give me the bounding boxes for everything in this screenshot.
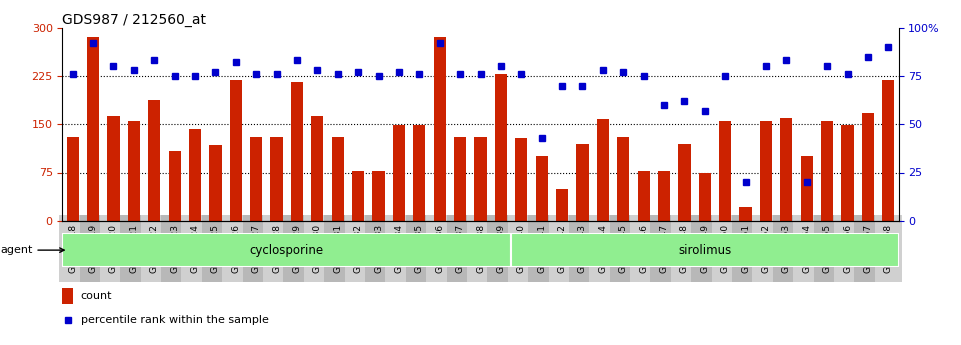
Text: count: count bbox=[81, 292, 112, 302]
Bar bbox=[842, 126, 853, 221]
Bar bbox=[597, 119, 609, 221]
Bar bbox=[454, 137, 466, 221]
Bar bbox=[760, 121, 772, 221]
Bar bbox=[311, 116, 324, 221]
Bar bbox=[821, 121, 833, 221]
Bar bbox=[719, 121, 731, 221]
Bar bbox=[332, 137, 344, 221]
Bar bbox=[433, 37, 446, 221]
Bar bbox=[352, 170, 364, 221]
Bar bbox=[270, 137, 283, 221]
Bar bbox=[148, 100, 160, 221]
FancyBboxPatch shape bbox=[511, 233, 899, 267]
Text: agent: agent bbox=[0, 245, 64, 255]
Bar bbox=[637, 170, 650, 221]
Bar bbox=[291, 82, 303, 221]
Bar bbox=[658, 170, 670, 221]
Bar bbox=[678, 144, 691, 221]
Bar bbox=[168, 151, 181, 221]
Bar bbox=[617, 137, 629, 221]
Bar bbox=[495, 74, 507, 221]
Bar bbox=[780, 118, 793, 221]
Bar bbox=[556, 189, 568, 221]
Bar bbox=[475, 137, 486, 221]
Bar bbox=[373, 170, 384, 221]
Bar bbox=[189, 129, 201, 221]
Bar bbox=[862, 112, 875, 221]
Bar bbox=[66, 137, 79, 221]
Bar bbox=[62, 288, 73, 304]
FancyBboxPatch shape bbox=[62, 233, 511, 267]
Bar bbox=[209, 145, 222, 221]
Bar bbox=[128, 121, 140, 221]
Bar bbox=[699, 172, 711, 221]
Text: cyclosporine: cyclosporine bbox=[250, 244, 324, 257]
Text: GDS987 / 212560_at: GDS987 / 212560_at bbox=[62, 12, 207, 27]
Bar bbox=[739, 207, 752, 221]
Bar bbox=[577, 144, 588, 221]
Bar bbox=[393, 126, 405, 221]
Bar bbox=[230, 80, 242, 221]
Bar bbox=[801, 156, 813, 221]
Bar bbox=[882, 80, 895, 221]
Bar bbox=[413, 126, 426, 221]
Bar bbox=[108, 116, 119, 221]
Text: percentile rank within the sample: percentile rank within the sample bbox=[81, 315, 268, 325]
Bar bbox=[515, 138, 528, 221]
Bar bbox=[250, 137, 262, 221]
Text: sirolimus: sirolimus bbox=[678, 244, 731, 257]
Bar bbox=[86, 37, 99, 221]
Bar bbox=[535, 156, 548, 221]
